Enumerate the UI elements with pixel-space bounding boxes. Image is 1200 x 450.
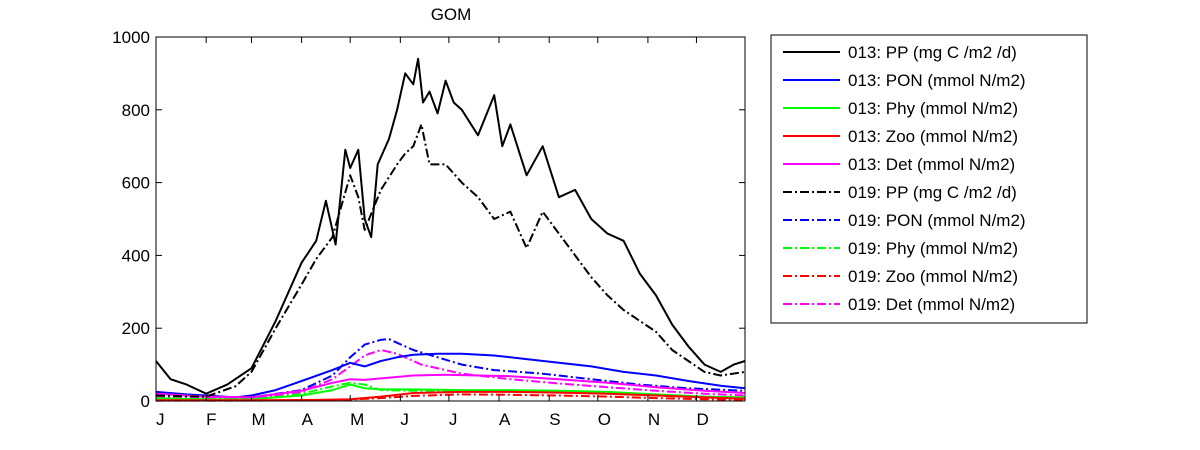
- y-tick-label: 0: [141, 392, 150, 411]
- y-axis: 0 200 400 600 800 1000: [112, 28, 745, 411]
- series-line-2: [155, 352, 746, 399]
- series-line-10: [155, 349, 746, 400]
- series-line-6: [155, 123, 746, 398]
- y-tick-label: 400: [122, 246, 150, 265]
- series-line-5: [155, 373, 746, 399]
- x-tick-label: S: [549, 410, 560, 429]
- x-tick-label: J: [400, 410, 409, 429]
- legend-label: 013: PON (mmol N/m2): [848, 71, 1026, 90]
- x-tick-label: M: [251, 410, 265, 429]
- x-tick-label: D: [696, 410, 708, 429]
- x-tick-label: F: [206, 410, 216, 429]
- y-tick-label: 800: [122, 101, 150, 120]
- x-tick-label: N: [648, 410, 660, 429]
- x-tick-label: O: [598, 410, 611, 429]
- x-tick-label: M: [350, 410, 364, 429]
- x-tick-label: A: [499, 410, 511, 429]
- x-tick-label: J: [156, 410, 165, 429]
- legend-label: 019: PON (mmol N/m2): [848, 211, 1026, 230]
- series-line-3: [155, 383, 746, 401]
- legend: 013: PP (mg C /m2 /d) 013: PON (mmol N/m2…: [770, 34, 1088, 324]
- legend-label: 019: Det (mmol N/m2): [848, 295, 1015, 314]
- legend-label: 019: Phy (mmol N/m2): [848, 239, 1018, 258]
- x-tick-label: J: [449, 410, 458, 429]
- legend-label: 013: Det (mmol N/m2): [848, 155, 1015, 174]
- legend-label: 019: Zoo (mmol N/m2): [848, 267, 1018, 286]
- x-tick-label: A: [302, 410, 314, 429]
- y-tick-label: 200: [122, 319, 150, 338]
- series-line-4: [156, 390, 746, 402]
- series-line-1: [155, 57, 746, 395]
- legend-label: 019: PP (mg C /m2 /d): [848, 183, 1017, 202]
- y-tick-label: 600: [122, 174, 150, 193]
- series-layer: [155, 57, 746, 402]
- plot-area: [155, 36, 746, 402]
- y-tick-label: 1000: [112, 28, 150, 47]
- legend-label: 013: Zoo (mmol N/m2): [848, 127, 1018, 146]
- chart-title: GOM: [431, 5, 472, 24]
- legend-label: 013: PP (mg C /m2 /d): [848, 43, 1017, 62]
- series-line-7: [155, 338, 746, 399]
- legend-label: 013: Phy (mmol N/m2): [848, 99, 1018, 118]
